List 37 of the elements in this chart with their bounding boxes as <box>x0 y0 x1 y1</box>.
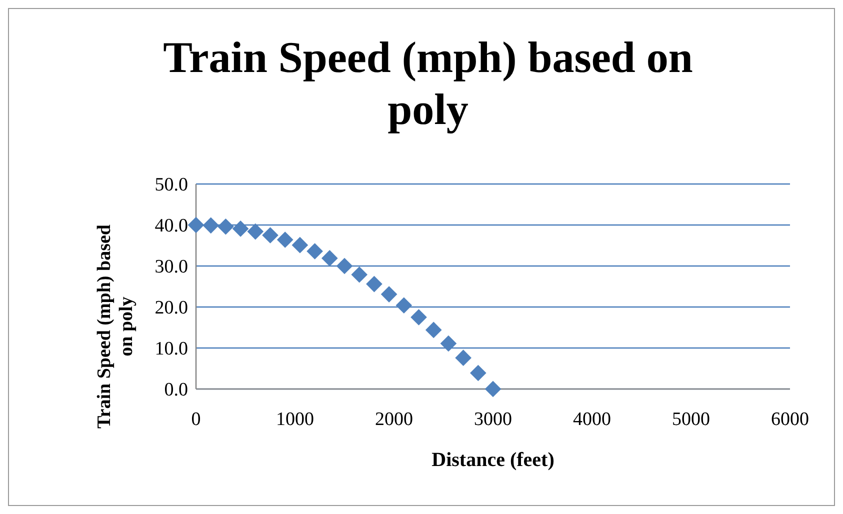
point <box>351 266 368 283</box>
point <box>276 232 294 248</box>
x-tick-label: 0 <box>191 409 201 430</box>
point <box>336 258 353 274</box>
point <box>396 297 412 314</box>
y-tick-label: 20.0 <box>154 298 188 319</box>
point <box>440 335 457 352</box>
point <box>380 286 398 302</box>
point <box>484 380 502 398</box>
point <box>202 217 220 234</box>
x-tick-label: 2000 <box>375 409 413 430</box>
y-axis-title: Train Speed (mph) based on poly <box>94 224 137 428</box>
point <box>262 227 278 244</box>
point <box>306 243 323 260</box>
chart-title: Train Speed (mph) based on poly <box>163 33 693 134</box>
point <box>321 250 338 266</box>
point <box>232 220 249 237</box>
x-tick-label: 5000 <box>672 409 710 430</box>
point <box>410 309 427 326</box>
point <box>188 216 204 234</box>
point <box>455 350 472 366</box>
x-tick-label: 6000 <box>771 409 809 430</box>
y-tick-label: 50.0 <box>154 174 188 196</box>
point <box>366 276 382 292</box>
x-tick-label: 4000 <box>573 409 611 430</box>
point <box>218 218 234 235</box>
point <box>470 364 486 382</box>
y-tick-label: 40.0 <box>154 216 188 237</box>
y-tick-label: 10.0 <box>154 338 188 360</box>
y-tick-label: 30.0 <box>154 256 188 278</box>
point <box>425 322 442 338</box>
point <box>247 223 264 240</box>
point <box>292 236 308 254</box>
x-tick-label: 3000 <box>474 409 512 430</box>
x-axis-title: Distance (feet) <box>432 449 554 471</box>
x-tick-label: 1000 <box>276 409 314 430</box>
y-tick-label: 0.0 <box>164 380 188 401</box>
